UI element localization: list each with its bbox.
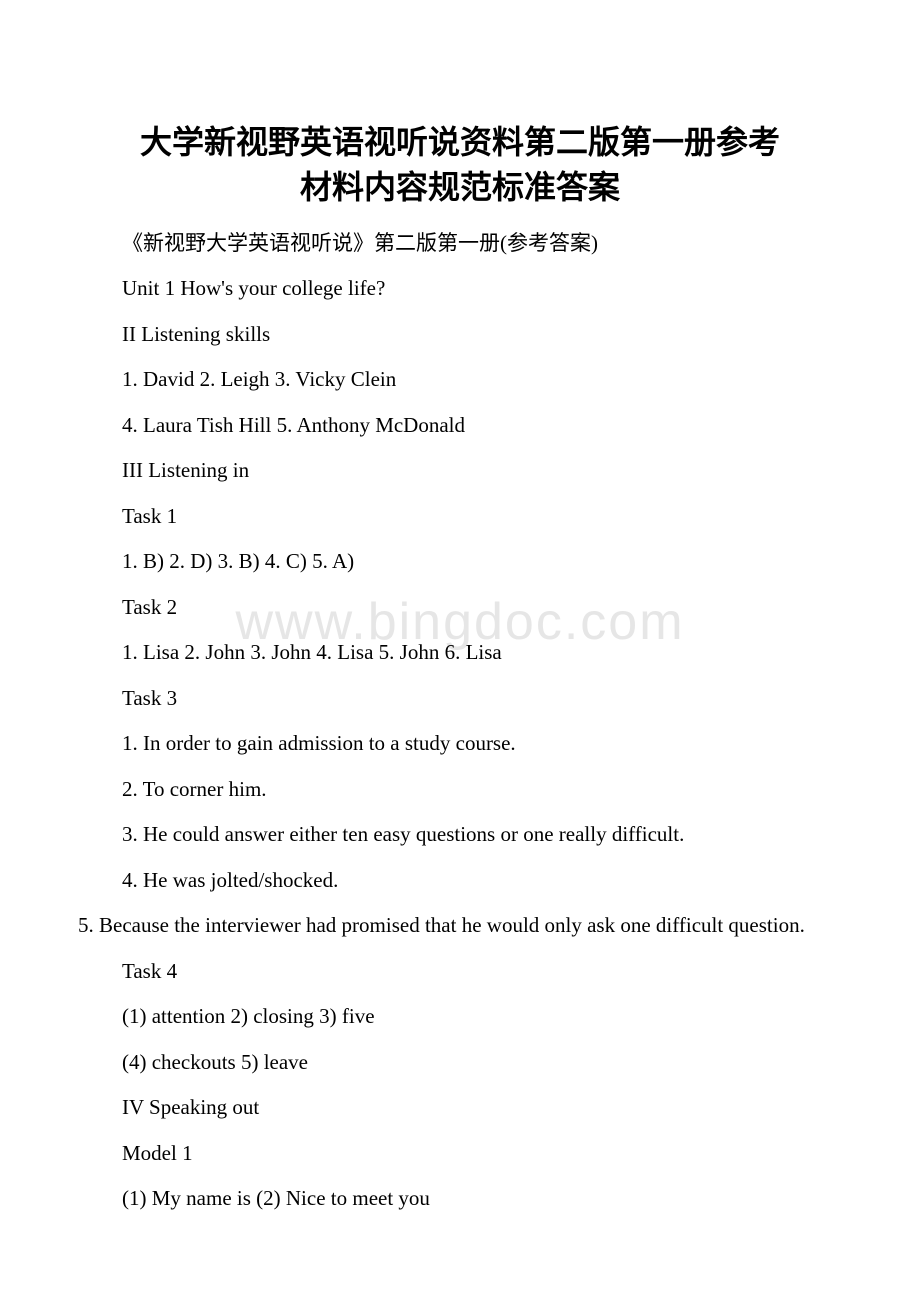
title-line-1: 大学新视野英语视听说资料第二版第一册参考: [140, 124, 780, 160]
body-line: Task 2: [78, 592, 842, 624]
body-line: Unit 1 How's your college life?: [78, 273, 842, 305]
body-line: 1. B) 2. D) 3. B) 4. C) 5. A): [78, 546, 842, 578]
body-line: 1. Lisa 2. John 3. John 4. Lisa 5. John …: [78, 637, 842, 669]
body-line: 1. In order to gain admission to a study…: [78, 728, 842, 760]
title-line-2: 材料内容规范标准答案: [300, 169, 620, 205]
body-line: (1) My name is (2) Nice to meet you: [78, 1183, 842, 1215]
document-title: 大学新视野英语视听说资料第二版第一册参考 材料内容规范标准答案: [78, 120, 842, 210]
body-line: II Listening skills: [78, 319, 842, 351]
body-line: 4. Laura Tish Hill 5. Anthony McDonald: [78, 410, 842, 442]
body-line: 1. David 2. Leigh 3. Vicky Clein: [78, 364, 842, 396]
body-line: IV Speaking out: [78, 1092, 842, 1124]
body-line: 2. To corner him.: [78, 774, 842, 806]
body-line: Task 3: [78, 683, 842, 715]
body-line: Model 1: [78, 1138, 842, 1170]
body-line: 《新视野大学英语视听说》第二版第一册(参考答案): [78, 228, 842, 260]
body-line: 4. He was jolted/shocked.: [78, 865, 842, 897]
body-line: (1) attention 2) closing 3) five: [78, 1001, 842, 1033]
body-line: 5. Because the interviewer had promised …: [78, 910, 842, 942]
body-line: III Listening in: [78, 455, 842, 487]
body-line: (4) checkouts 5) leave: [78, 1047, 842, 1079]
body-line: Task 1: [78, 501, 842, 533]
body-line: 3. He could answer either ten easy quest…: [78, 819, 842, 851]
document-content: 大学新视野英语视听说资料第二版第一册参考 材料内容规范标准答案 《新视野大学英语…: [78, 120, 842, 1215]
body-line: Task 4: [78, 956, 842, 988]
